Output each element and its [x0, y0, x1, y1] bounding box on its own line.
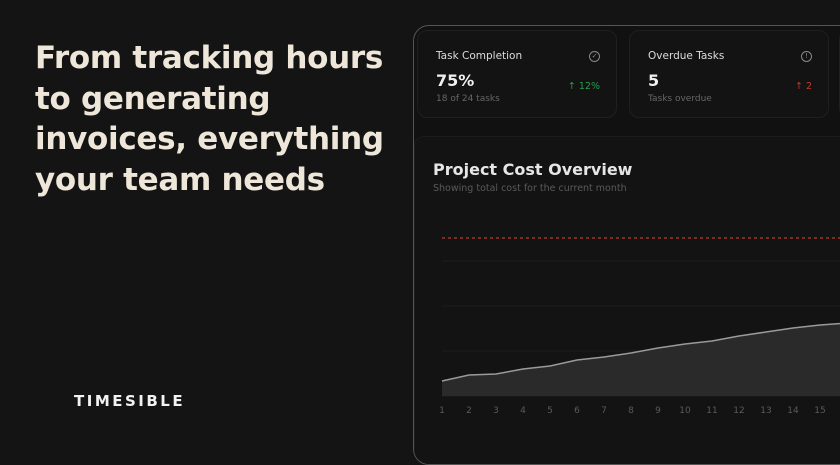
area-fill — [442, 323, 840, 396]
overdue-tasks-card: Overdue Tasks ! 5 Tasks overdue ↑ 2 — [629, 30, 829, 118]
x-tick-label: 8 — [628, 406, 634, 416]
dashboard-preview: Task Completion ✓ 75% 18 of 24 tasks ↑ 1… — [413, 25, 840, 465]
x-tick-label: 7 — [601, 406, 607, 416]
series-line — [441, 322, 840, 382]
x-tick-label: 2 — [466, 406, 472, 416]
panel-subtitle: Showing total cost for the current month — [433, 183, 627, 194]
x-tick-label: 13 — [760, 406, 771, 416]
brand-logo: TIMESIBLE — [74, 392, 186, 410]
card-value: 75% — [436, 71, 475, 90]
x-tick-label: 10 — [679, 406, 691, 416]
card-delta: ↑ 2 — [794, 81, 812, 92]
card-value: 5 — [648, 71, 660, 90]
x-tick-label: 12 — [733, 406, 744, 416]
check-circle-icon: ✓ — [589, 51, 600, 62]
cost-chart: 1 2 3 4 5 6 7 8 9 10 11 12 13 14 15 — [439, 237, 840, 416]
project-cost-panel: Project Cost Overview Showing total cost… — [414, 136, 840, 464]
x-tick-label: 15 — [814, 406, 825, 416]
task-completion-card: Task Completion ✓ 75% 18 of 24 tasks ↑ 1… — [417, 30, 617, 118]
card-subtitle: 18 of 24 tasks — [436, 94, 500, 104]
card-title: Overdue Tasks — [648, 50, 725, 62]
x-tick-label: 3 — [493, 406, 499, 416]
x-tick-label: 6 — [574, 406, 580, 416]
card-delta: ↑ 12% — [567, 81, 600, 92]
x-tick-label: 11 — [706, 406, 717, 416]
x-tick-label: 5 — [547, 406, 553, 416]
x-tick-label: 9 — [655, 406, 661, 416]
panel-title: Project Cost Overview — [433, 160, 633, 179]
headline: From tracking hours to generating invoic… — [35, 40, 384, 198]
x-tick-label: 1 — [439, 406, 445, 416]
alert-circle-icon: ! — [801, 51, 812, 62]
x-tick-label: 14 — [787, 406, 799, 416]
card-title: Task Completion — [436, 50, 523, 62]
x-tick-label: 4 — [520, 406, 526, 416]
card-subtitle: Tasks overdue — [648, 94, 712, 104]
